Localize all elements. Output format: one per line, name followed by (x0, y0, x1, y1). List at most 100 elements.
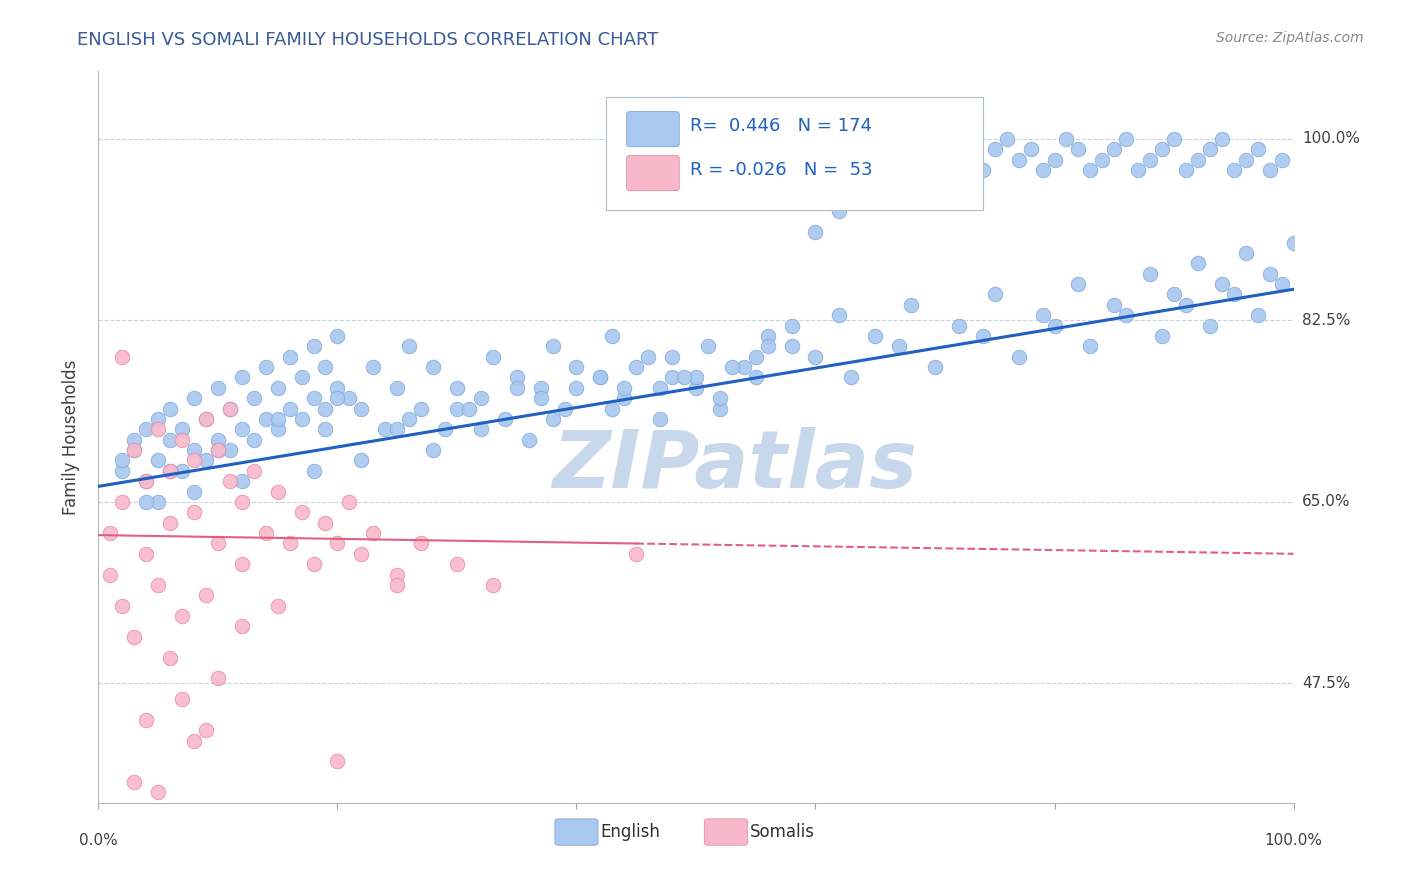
Text: Source: ZipAtlas.com: Source: ZipAtlas.com (1216, 31, 1364, 45)
Point (183, 391, 205, 405)
Point (231, 474, 253, 488)
Point (673, 370, 696, 384)
Point (648, 381, 672, 395)
Point (541, 339, 564, 353)
Point (1019, 142, 1042, 156)
Point (243, 391, 266, 405)
Point (685, 370, 707, 384)
Point (422, 359, 444, 374)
Point (350, 401, 373, 416)
Point (148, 422, 170, 436)
Point (267, 599, 290, 613)
Point (267, 484, 290, 499)
Point (1152, 329, 1174, 343)
Point (350, 547, 373, 561)
Point (302, 391, 325, 405)
Point (709, 401, 731, 416)
Point (219, 401, 242, 416)
Point (172, 609, 194, 624)
Point (828, 308, 851, 322)
Point (626, 547, 648, 561)
Point (267, 422, 290, 436)
Point (470, 391, 492, 405)
Point (661, 350, 683, 364)
Point (1247, 308, 1270, 322)
Point (195, 412, 218, 426)
Point (446, 381, 468, 395)
Point (1199, 318, 1222, 333)
Point (326, 329, 349, 343)
Point (1104, 298, 1126, 312)
Point (98, 567, 122, 582)
Point (243, 433, 266, 447)
Point (148, 453, 170, 467)
Point (124, 433, 146, 447)
Point (924, 162, 946, 177)
Point (1008, 153, 1031, 167)
Point (626, 359, 648, 374)
Point (195, 412, 218, 426)
Point (302, 557, 325, 571)
Point (98, 526, 122, 541)
Point (841, 370, 863, 384)
Point (1234, 246, 1257, 260)
Point (124, 443, 146, 458)
Point (900, 298, 922, 312)
Point (613, 381, 636, 395)
Point (231, 619, 253, 633)
Point (302, 464, 325, 478)
Point (350, 453, 373, 467)
Text: 82.5%: 82.5% (1302, 313, 1350, 328)
Point (339, 495, 361, 509)
Point (363, 526, 385, 541)
Point (231, 495, 253, 509)
Point (517, 433, 540, 447)
Point (1223, 162, 1246, 177)
Text: 100.0%: 100.0% (1302, 131, 1360, 146)
Point (363, 359, 385, 374)
Point (852, 184, 875, 198)
Point (1187, 153, 1209, 167)
Point (1234, 153, 1257, 167)
Point (756, 329, 779, 343)
Point (207, 536, 229, 550)
Point (1211, 277, 1233, 291)
Point (326, 391, 349, 405)
Point (111, 464, 134, 478)
FancyBboxPatch shape (627, 155, 679, 191)
Point (804, 225, 827, 239)
Text: R = -0.026   N =  53: R = -0.026 N = 53 (690, 161, 873, 179)
Point (172, 422, 194, 436)
Point (291, 370, 314, 384)
Point (1067, 277, 1090, 291)
Point (326, 754, 349, 768)
Point (685, 381, 707, 395)
Point (219, 401, 242, 416)
Point (398, 339, 420, 353)
Point (385, 381, 409, 395)
FancyBboxPatch shape (627, 112, 679, 146)
Point (948, 318, 970, 333)
Point (398, 412, 420, 426)
Point (195, 723, 218, 738)
Point (315, 401, 337, 416)
Point (1282, 235, 1305, 250)
Point (135, 474, 157, 488)
Point (207, 443, 229, 458)
Point (124, 443, 146, 458)
Point (733, 359, 755, 374)
Point (326, 536, 349, 550)
Point (385, 578, 409, 592)
Text: ENGLISH VS SOMALI FAMILY HOUSEHOLDS CORRELATION CHART: ENGLISH VS SOMALI FAMILY HOUSEHOLDS CORR… (77, 31, 658, 49)
Point (936, 153, 959, 167)
Point (135, 495, 157, 509)
Point (780, 318, 803, 333)
Point (1043, 318, 1066, 333)
Point (972, 162, 994, 177)
Point (159, 650, 181, 665)
Point (326, 381, 349, 395)
Point (1080, 339, 1102, 353)
Text: English: English (600, 823, 661, 841)
Point (183, 453, 205, 467)
Point (254, 412, 277, 426)
